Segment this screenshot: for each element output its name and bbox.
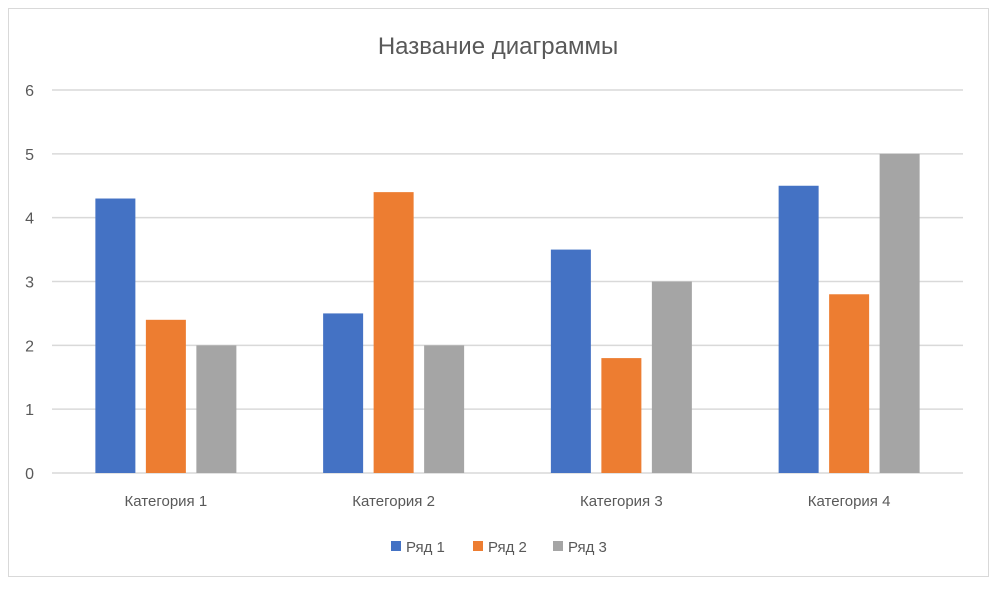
x-tick-label: Категория 1	[125, 493, 208, 510]
bar-3-3	[651, 281, 692, 473]
x-tick-label: Категория 4	[808, 493, 891, 510]
legend-label: Ряд 2	[488, 539, 527, 556]
bar-3-1	[196, 345, 237, 473]
legend-swatch	[473, 541, 483, 551]
x-tick-label: Категория 2	[352, 493, 435, 510]
bar-1-1	[95, 198, 136, 473]
y-tick-label: 1	[25, 402, 34, 419]
y-tick-label: 2	[25, 338, 34, 355]
legend-swatch	[553, 541, 563, 551]
bar-2-3	[601, 358, 642, 473]
legend-swatch	[391, 541, 401, 551]
legend-label: Ряд 3	[568, 539, 607, 556]
bar-3-4	[879, 153, 920, 474]
chart-frame	[8, 8, 989, 577]
y-tick-label: 6	[25, 83, 34, 100]
bar-2-4	[829, 294, 870, 473]
y-tick-label: 4	[25, 211, 34, 228]
chart-title: Название диаграммы	[378, 33, 618, 60]
x-tick-label: Категория 3	[580, 493, 663, 510]
bar-1-4	[778, 185, 819, 473]
bar-2-2	[373, 192, 414, 473]
y-tick-label: 3	[25, 275, 34, 292]
bar-1-3	[550, 249, 591, 473]
bar-3-2	[424, 345, 465, 473]
y-tick-label: 5	[25, 147, 34, 164]
bar-1-2	[323, 313, 364, 473]
bar-2-1	[145, 319, 186, 473]
y-tick-label: 0	[25, 466, 34, 483]
legend-label: Ряд 1	[406, 539, 445, 556]
